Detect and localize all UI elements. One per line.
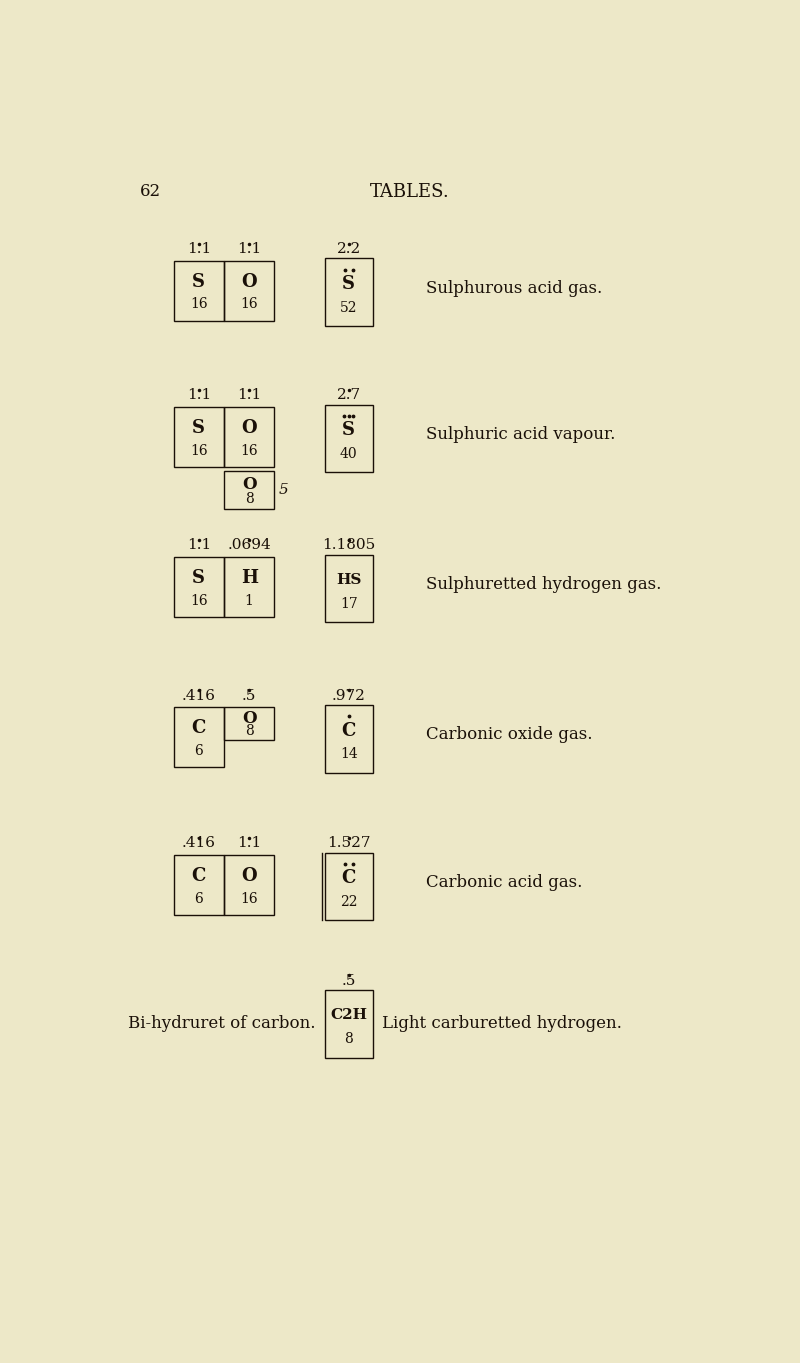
Text: 6: 6	[194, 891, 203, 906]
Text: .0694: .0694	[227, 538, 271, 552]
Bar	[174, 408, 224, 468]
Bar	[325, 853, 373, 920]
Bar	[325, 990, 373, 1058]
Text: TABLES.: TABLES.	[370, 183, 450, 200]
Bar	[325, 555, 373, 623]
Text: Sulphuretted hydrogen gas.: Sulphuretted hydrogen gas.	[426, 577, 661, 593]
Text: 8: 8	[245, 724, 254, 737]
Bar	[325, 705, 373, 773]
Text: Sulphurous acid gas.: Sulphurous acid gas.	[426, 279, 602, 297]
Text: O: O	[242, 867, 257, 885]
Text: 40: 40	[340, 447, 358, 461]
Text: C: C	[192, 720, 206, 737]
Text: 16: 16	[240, 297, 258, 311]
Text: 16: 16	[240, 444, 258, 458]
Text: Bi-hydruret of carbon.: Bi-hydruret of carbon.	[128, 1015, 315, 1032]
Bar	[174, 707, 224, 767]
Text: .416: .416	[182, 837, 216, 851]
Bar	[224, 707, 274, 740]
Text: 5: 5	[279, 483, 289, 497]
Text: S: S	[192, 418, 206, 438]
Text: O: O	[242, 476, 257, 493]
Text: C: C	[342, 721, 356, 740]
Text: Light carburetted hydrogen.: Light carburetted hydrogen.	[382, 1015, 622, 1032]
Text: O: O	[242, 710, 257, 726]
Text: HS: HS	[336, 574, 362, 587]
Text: C: C	[192, 867, 206, 885]
Bar	[325, 258, 373, 326]
Text: O: O	[242, 418, 257, 438]
Text: Carbonic oxide gas.: Carbonic oxide gas.	[426, 726, 592, 743]
Text: 14: 14	[340, 747, 358, 762]
Text: 1.1: 1.1	[186, 243, 211, 256]
Bar	[224, 408, 274, 468]
Bar	[325, 405, 373, 473]
Text: 17: 17	[340, 597, 358, 611]
Text: S: S	[342, 275, 355, 293]
Text: Sulphuric acid vapour.: Sulphuric acid vapour.	[426, 427, 615, 443]
Text: 1.1: 1.1	[237, 388, 262, 402]
Text: 52: 52	[340, 301, 358, 315]
Text: 2.2: 2.2	[337, 243, 361, 256]
Text: S: S	[192, 273, 206, 290]
Text: Carbonic acid gas.: Carbonic acid gas.	[426, 874, 582, 891]
Text: C2H: C2H	[330, 1007, 367, 1022]
Text: 16: 16	[190, 297, 208, 311]
Bar	[224, 557, 274, 617]
Bar	[224, 855, 274, 915]
Text: 16: 16	[190, 594, 208, 608]
Text: 6: 6	[194, 744, 203, 758]
Text: 16: 16	[240, 891, 258, 906]
Bar	[224, 470, 274, 510]
Text: 1: 1	[245, 594, 254, 608]
Text: 8: 8	[344, 1032, 353, 1047]
Text: 1.1: 1.1	[186, 388, 211, 402]
Text: 2.7: 2.7	[337, 388, 361, 402]
Text: C: C	[342, 870, 356, 887]
Bar	[174, 855, 224, 915]
Text: H: H	[241, 568, 258, 587]
Text: S: S	[192, 568, 206, 587]
Text: .972: .972	[332, 688, 366, 703]
Bar	[224, 260, 274, 320]
Text: 16: 16	[190, 444, 208, 458]
Text: 8: 8	[245, 492, 254, 506]
Text: 1.1: 1.1	[237, 837, 262, 851]
Text: .416: .416	[182, 688, 216, 703]
Text: O: O	[242, 273, 257, 290]
Bar	[174, 260, 224, 320]
Text: 22: 22	[340, 895, 358, 909]
Text: .5: .5	[342, 973, 356, 988]
Text: 1.1: 1.1	[186, 538, 211, 552]
Bar	[174, 557, 224, 617]
Text: 1.527: 1.527	[327, 837, 370, 851]
Text: 1.1805: 1.1805	[322, 538, 375, 552]
Text: 1.1: 1.1	[237, 243, 262, 256]
Text: 62: 62	[140, 183, 162, 200]
Text: S: S	[342, 421, 355, 439]
Text: .5: .5	[242, 688, 256, 703]
